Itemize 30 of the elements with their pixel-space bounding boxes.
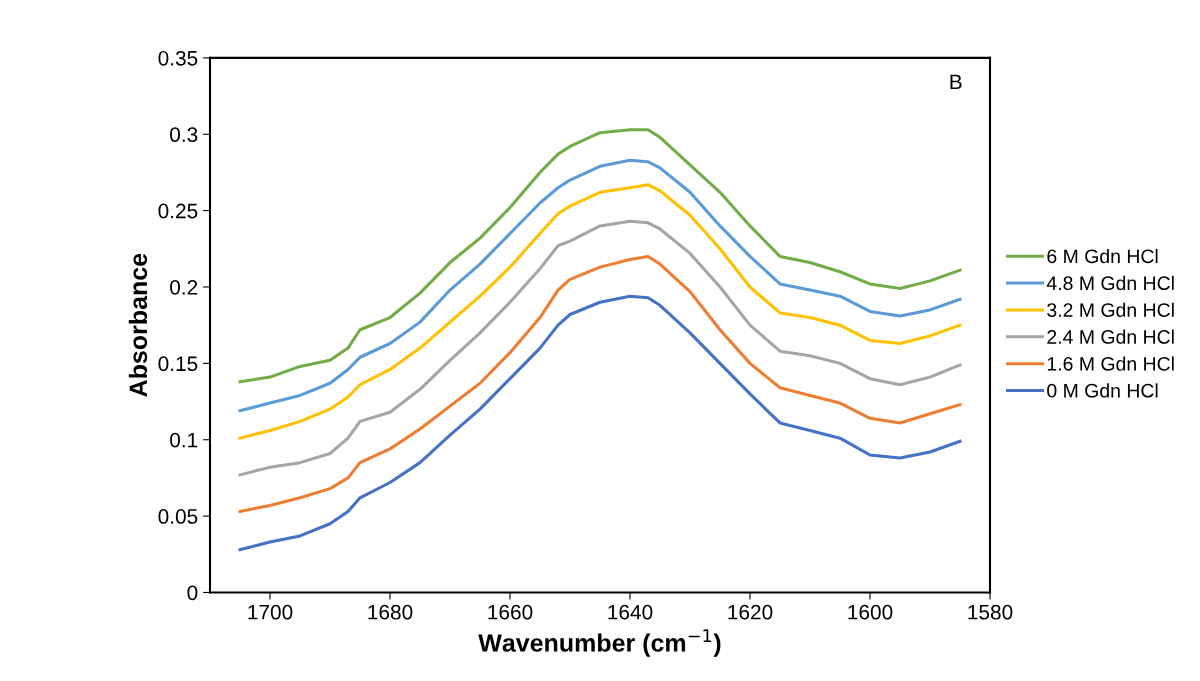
legend-label: 2.4 M Gdn HCl: [1047, 329, 1174, 344]
x-tick-label: 1640: [608, 604, 653, 620]
line-series: [238, 294, 962, 552]
line-series: [238, 254, 962, 514]
y-tick-label: 0.25: [158, 203, 198, 219]
legend-label: 3.2 M Gdn HCl: [1047, 302, 1174, 317]
legend-label: 4.8 M Gdn HCl: [1046, 275, 1174, 291]
x-tick-label: 1580: [968, 604, 1013, 620]
y-tick-label: 0: [187, 585, 198, 601]
y-tick-label: 0.15: [158, 356, 198, 372]
x-tick-label: 1680: [368, 604, 413, 620]
legend-label: 1.6 M Gdn HCl: [1047, 356, 1174, 371]
annotation: B: [950, 74, 962, 90]
x-tick-label: 1700: [248, 604, 293, 620]
y-tick-label: 0.3: [170, 127, 198, 143]
y-tick-label: 0.2: [170, 279, 198, 295]
x-tick-label: 1620: [728, 604, 773, 620]
y-tick-label: 0.05: [158, 509, 198, 524]
line-series: [238, 219, 962, 477]
line-series: [238, 128, 962, 384]
x-axis-title: Wavenumber (cm$^{−1}$): [478, 629, 721, 657]
legend-label: 0 M Gdn HCl: [1047, 383, 1158, 398]
x-tick-label: 1600: [848, 604, 893, 620]
y-axis-title: Absorbance: [128, 253, 148, 397]
y-tick-label: 0.1: [170, 432, 198, 448]
x-tick-label: 1660: [488, 604, 533, 620]
y-tick-label: 0.35: [158, 50, 198, 66]
line-series: [238, 158, 962, 413]
legend-label: 6 M Gdn HCl: [1047, 248, 1158, 264]
line-series: [238, 183, 962, 440]
